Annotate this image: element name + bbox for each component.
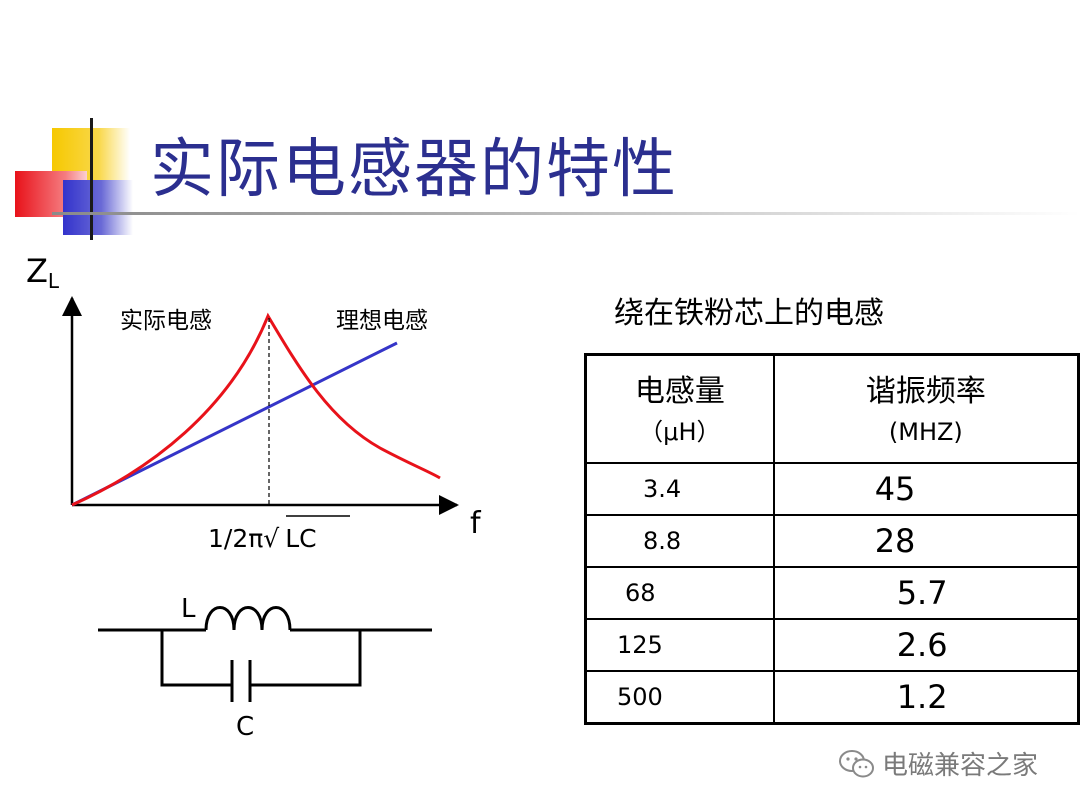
frequency-cell: 45 — [772, 462, 1080, 516]
resonance-formula: 1/2π√ LC — [208, 524, 317, 553]
watermark-text: 电磁兼容之家 — [882, 751, 1039, 781]
frequency-cell: 2.6 — [772, 618, 1080, 672]
real-inductor-curve — [71, 312, 441, 507]
header-inductance: 电感量 （μH） — [584, 353, 775, 464]
inductance-cell: 500 — [584, 670, 775, 724]
inductor-coil — [204, 606, 292, 631]
frequency-cell: 28 — [772, 514, 1080, 568]
inductance-cell: 8.8 — [584, 514, 775, 568]
inductance-cell: 125 — [584, 618, 775, 672]
real-inductor-label: 实际电感 — [120, 308, 212, 334]
table-caption: 绕在铁粉芯上的电感 — [614, 296, 884, 331]
header-frequency: 谐振频率 (MHZ) — [772, 353, 1080, 464]
title-underline — [52, 212, 1080, 215]
header-inductance-label: 电感量 — [634, 373, 725, 409]
header-frequency-label: 谐振频率 — [865, 373, 986, 409]
wechat-icon — [839, 749, 874, 777]
header-inductance-unit: （μH） — [639, 417, 721, 446]
ideal-inductor-label: 理想电感 — [336, 308, 428, 334]
inductor-label: L — [181, 594, 196, 624]
table-row: 8.8 28 — [584, 514, 1080, 568]
frequency-cell: 5.7 — [772, 566, 1080, 620]
table-row: 68 5.7 — [584, 566, 1080, 620]
deco-blue-square — [63, 180, 133, 235]
lc-circuit — [98, 606, 432, 702]
resonance-formula-prefix: 1/2π√ — [208, 524, 279, 553]
watermark: 电磁兼容之家 — [838, 745, 1038, 782]
deco-vertical-line — [90, 118, 93, 240]
x-axis-label: f — [470, 506, 482, 541]
table-header-row: 电感量 （μH） 谐振频率 (MHZ) — [584, 353, 1080, 464]
table-row: 500 1.2 — [584, 670, 1080, 724]
frequency-cell: 1.2 — [772, 670, 1080, 724]
table-row: 125 2.6 — [584, 618, 1080, 672]
slide-title: 实际电感器的特性 — [150, 133, 678, 207]
inductance-table: 电感量 （μH） 谐振频率 (MHZ) 3.4 45 8.8 28 68 5.7… — [584, 353, 1080, 725]
table-row: 3.4 45 — [584, 462, 1080, 516]
y-axis-label-sub: L — [48, 269, 60, 293]
y-axis-label: ZL — [26, 252, 60, 293]
inductance-cell: 3.4 — [584, 462, 775, 516]
capacitor-label: C — [236, 712, 254, 742]
inductance-cell: 68 — [584, 566, 775, 620]
y-axis-label-main: Z — [26, 252, 48, 290]
header-frequency-unit: (MHZ) — [888, 417, 963, 446]
resonance-formula-radicand: LC — [285, 524, 316, 553]
